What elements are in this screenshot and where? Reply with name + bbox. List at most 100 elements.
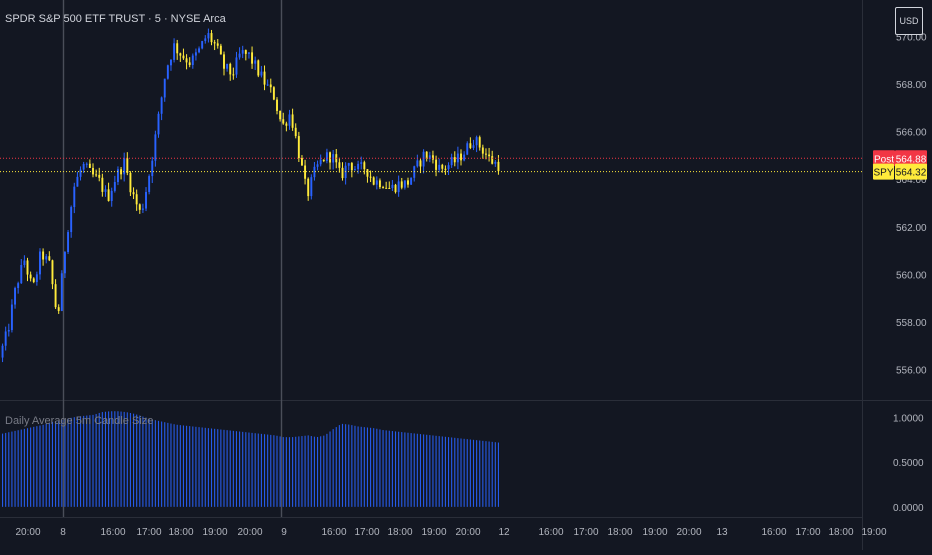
time-tick-label: 16:00 xyxy=(321,527,346,538)
candle-body xyxy=(98,174,101,178)
candle-body xyxy=(23,260,26,266)
indicator-tick-label: 0.5000 xyxy=(893,458,924,469)
candle-body xyxy=(403,180,406,188)
candle-body xyxy=(82,163,85,170)
candle-body xyxy=(422,151,425,167)
candle-body xyxy=(469,143,472,148)
candle-body xyxy=(238,53,241,58)
candle-body xyxy=(70,207,73,233)
candle-body xyxy=(497,161,500,172)
candle-body xyxy=(45,256,48,260)
candle-body xyxy=(14,288,17,305)
candle-body xyxy=(157,113,160,135)
candle-body xyxy=(319,159,322,165)
candle-body xyxy=(176,43,179,54)
candle-body xyxy=(60,273,63,311)
candle-body xyxy=(135,194,138,205)
candle-body xyxy=(254,60,257,64)
candle-body xyxy=(447,165,450,170)
candle-body xyxy=(441,164,444,169)
candle-body xyxy=(438,164,441,170)
price-badge-tag-label: SPY xyxy=(873,168,893,179)
candle-body xyxy=(116,169,119,183)
candle-body xyxy=(17,283,20,289)
candle-body xyxy=(310,177,313,197)
time-tick-label: 20:00 xyxy=(237,527,262,538)
indicator-label[interactable]: Daily Average 5m Candle Size xyxy=(5,415,154,427)
candle-body xyxy=(385,187,388,189)
candle-body xyxy=(350,163,353,171)
candle-body xyxy=(354,169,356,171)
candle-body xyxy=(257,60,260,76)
candle-body xyxy=(85,163,88,165)
candle-body xyxy=(347,163,350,166)
candle-body xyxy=(207,33,210,39)
candle-body xyxy=(282,119,285,124)
candle-body xyxy=(204,38,207,42)
candle-body xyxy=(481,147,484,154)
candle-body xyxy=(48,256,51,261)
candle-body xyxy=(67,232,70,253)
candle-body xyxy=(241,50,244,54)
candle-body xyxy=(263,71,266,85)
candle-body xyxy=(20,265,23,284)
candle-body xyxy=(132,192,135,195)
price-tick-label: 558.00 xyxy=(896,318,927,329)
price-tick-label: 570.00 xyxy=(896,33,927,44)
candle-body xyxy=(188,62,191,66)
time-tick-label: 18:00 xyxy=(607,527,632,538)
candle-body xyxy=(266,84,269,86)
candle-body xyxy=(54,284,57,308)
price-tick-label: 562.00 xyxy=(896,223,927,234)
candle-body xyxy=(425,151,428,159)
price-tick-label: 568.00 xyxy=(896,80,927,91)
candle-body xyxy=(39,251,41,275)
symbol-title[interactable]: SPDR S&P 500 ETF TRUST · 5 · NYSE Arca xyxy=(5,13,226,25)
candle-body xyxy=(466,143,469,155)
candle-body xyxy=(478,137,481,148)
candle-body xyxy=(325,152,328,161)
candle-body xyxy=(484,153,487,155)
candle-body xyxy=(76,176,79,187)
candle-body xyxy=(110,190,113,201)
candle-body xyxy=(431,155,434,160)
candle-body xyxy=(219,45,222,55)
candle-body xyxy=(179,53,182,56)
candle-body xyxy=(57,307,60,311)
candle-body xyxy=(51,260,54,285)
time-tick-label: 16:00 xyxy=(538,527,563,538)
price-tick-label: 560.00 xyxy=(896,270,927,281)
candle-body xyxy=(247,52,250,54)
time-tick-label: 19:00 xyxy=(861,527,886,538)
time-tick-label: 17:00 xyxy=(795,527,820,538)
candle-body xyxy=(397,181,400,193)
candle-body xyxy=(460,153,462,161)
candle-body xyxy=(166,65,169,79)
time-tick-label: 18:00 xyxy=(387,527,412,538)
time-tick-label: 19:00 xyxy=(202,527,227,538)
time-tick-label: 18:00 xyxy=(828,527,853,538)
candle-body xyxy=(394,184,397,193)
time-tick-label: 12 xyxy=(498,527,510,538)
price-badge-tag xyxy=(873,150,895,167)
time-tick-label: 17:00 xyxy=(573,527,598,538)
currency-button[interactable]: USD xyxy=(895,7,923,35)
candle-body xyxy=(251,52,254,64)
candle-body xyxy=(223,54,225,69)
candle-body xyxy=(120,169,123,175)
candle-body xyxy=(475,137,478,146)
candle-body xyxy=(285,123,288,126)
candle-body xyxy=(416,160,419,167)
candle-body xyxy=(73,186,76,208)
price-badge-tag-label: Post xyxy=(874,154,894,165)
candle-body xyxy=(194,52,197,56)
candle-body xyxy=(269,84,272,88)
candle-body xyxy=(29,274,32,279)
candle-body xyxy=(300,158,303,166)
time-tick-label: 9 xyxy=(281,527,287,538)
candle-body xyxy=(244,50,247,54)
time-tick-label: 19:00 xyxy=(421,527,446,538)
indicator-tick-label: 1.0000 xyxy=(893,414,924,425)
